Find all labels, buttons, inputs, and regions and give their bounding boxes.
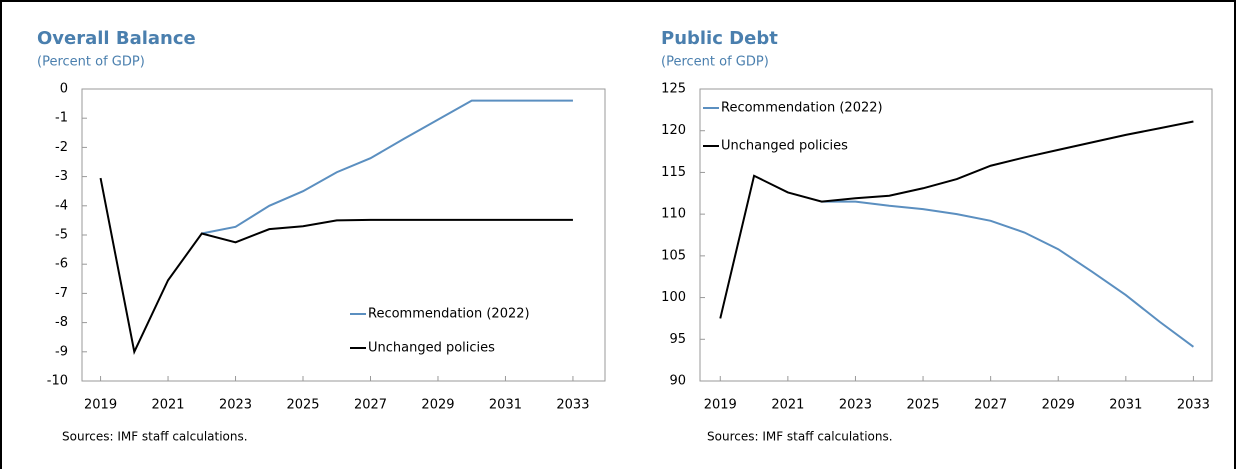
x-tick-label: 2031 bbox=[489, 398, 522, 413]
y-tick-label: 105 bbox=[661, 248, 686, 263]
series-line bbox=[201, 99, 573, 235]
y-tick-label: -1 bbox=[55, 111, 68, 126]
x-tick-label: 2027 bbox=[354, 398, 387, 413]
x-tick-label: 2025 bbox=[286, 398, 319, 413]
y-tick-label: -5 bbox=[55, 228, 68, 243]
x-tick-label: 2027 bbox=[974, 398, 1007, 413]
y-tick-label: -2 bbox=[55, 140, 68, 155]
y-tick-label: 100 bbox=[661, 290, 686, 305]
source-note: Sources: IMF staff calculations. bbox=[707, 430, 893, 444]
series-line bbox=[821, 200, 1195, 348]
y-tick-label: 0 bbox=[60, 82, 68, 97]
x-tick-label: 2033 bbox=[556, 398, 589, 413]
x-tick-label: 2019 bbox=[84, 398, 117, 413]
chart-subtitle: (Percent of GDP) bbox=[37, 55, 145, 70]
y-tick-label: 125 bbox=[661, 82, 686, 97]
y-tick-label: 110 bbox=[661, 207, 686, 222]
x-tick-label: 2029 bbox=[1042, 398, 1075, 413]
x-tick-label: 2025 bbox=[907, 398, 940, 413]
x-tick-label: 2033 bbox=[1177, 398, 1210, 413]
legend-label: Recommendation (2022) bbox=[721, 101, 883, 116]
x-tick-label: 2023 bbox=[839, 398, 872, 413]
x-tick-label: 2029 bbox=[421, 398, 454, 413]
source-note: Sources: IMF staff calculations. bbox=[62, 430, 248, 444]
x-tick-label: 2031 bbox=[1109, 398, 1142, 413]
y-tick-label: 120 bbox=[661, 123, 686, 138]
y-tick-label: -10 bbox=[47, 374, 68, 389]
x-tick-label: 2021 bbox=[771, 398, 804, 413]
chart-title: Public Debt bbox=[661, 28, 778, 49]
y-tick-label: 115 bbox=[661, 165, 686, 180]
y-tick-label: -7 bbox=[55, 286, 68, 301]
legend-label: Recommendation (2022) bbox=[368, 307, 530, 322]
x-tick-label: 2019 bbox=[704, 398, 737, 413]
chart-title: Overall Balance bbox=[37, 28, 196, 49]
x-tick-label: 2021 bbox=[151, 398, 184, 413]
y-tick-label: 90 bbox=[669, 374, 686, 389]
y-tick-label: -8 bbox=[55, 315, 68, 330]
legend-label: Unchanged policies bbox=[721, 139, 848, 154]
y-tick-label: -4 bbox=[55, 198, 68, 213]
x-tick-label: 2023 bbox=[219, 398, 252, 413]
y-tick-label: -6 bbox=[55, 257, 68, 272]
legend-label: Unchanged policies bbox=[368, 341, 495, 356]
y-tick-label: -3 bbox=[55, 169, 68, 184]
plot-frame bbox=[81, 88, 606, 382]
chart-subtitle: (Percent of GDP) bbox=[661, 55, 769, 70]
y-tick-label: -9 bbox=[55, 344, 68, 359]
series-line bbox=[719, 120, 1194, 319]
series-line bbox=[99, 177, 573, 355]
y-tick-label: 95 bbox=[669, 332, 686, 347]
plot-frame bbox=[699, 88, 1213, 382]
